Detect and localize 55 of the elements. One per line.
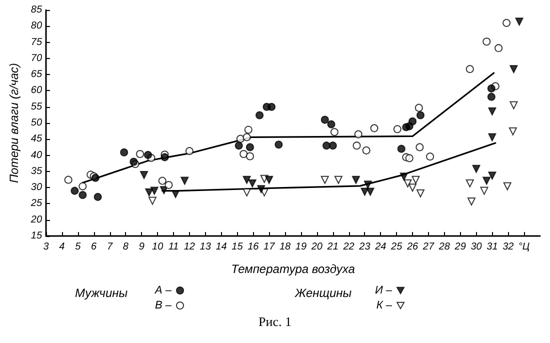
x-tick-label: 18: [279, 242, 292, 252]
x-tick-label: 31: [486, 242, 498, 252]
x-tick-label: 12: [184, 242, 196, 252]
y-tick-label: 70: [30, 52, 42, 64]
y-tick-label: 45: [30, 134, 42, 145]
text: Мужчины: [75, 286, 128, 300]
text: Женщины: [294, 286, 352, 300]
x-tick-label: 22: [342, 242, 355, 252]
x-tick-label: 16: [248, 242, 260, 252]
x-tick-label: 15: [232, 242, 244, 252]
legend-label: А –: [154, 284, 172, 296]
x-tick-label: 19: [295, 242, 307, 252]
y-tick-label: 50: [30, 118, 42, 128]
text: Рис. 1: [258, 314, 292, 329]
x-tick-label: 8: [122, 242, 129, 252]
x-tick-label: 26: [406, 242, 419, 252]
x-tick-label: 4: [59, 242, 66, 252]
x-tick-label: 25: [390, 242, 403, 252]
x-tick-label: 21: [326, 242, 338, 252]
y-tick-label: 60: [30, 85, 42, 96]
legend-label: В –: [154, 300, 172, 312]
x-tick-label: 11: [168, 242, 179, 252]
y-tick-label: 65: [30, 69, 42, 80]
y-tick-label: 40: [30, 150, 42, 161]
x-tick-label: °Ц: [518, 242, 530, 252]
x-tick-label: 23: [358, 242, 371, 252]
x-tick-label: 3: [43, 242, 50, 252]
x-tick-label: 7: [106, 242, 113, 252]
y-tick-label: 85: [30, 4, 42, 16]
x-tick-label: 10: [152, 242, 164, 252]
x-axis-title: Температура воздуха: [231, 262, 356, 276]
x-tick-label: 20: [310, 242, 323, 252]
x-tick-label: 24: [374, 242, 387, 252]
x-tick-label: 32: [502, 242, 514, 252]
x-tick-label: 17: [264, 242, 276, 252]
y-tick-label: 15: [30, 230, 42, 242]
x-tick-label: 13: [200, 242, 212, 252]
legend-label: К –: [376, 300, 393, 312]
x-tick-label: 5: [75, 242, 82, 252]
y-tick-label: 80: [30, 20, 42, 32]
x-tick-label: 9: [138, 242, 145, 252]
y-tick-label: 20: [30, 214, 42, 226]
legend-label: И –: [374, 284, 393, 296]
x-tick-label: 29: [454, 242, 466, 252]
y-tick-label: 25: [30, 198, 42, 210]
y-tick-label: 75: [30, 36, 42, 48]
y-tick-label: 30: [30, 182, 42, 194]
y-tick-label: 35: [30, 166, 42, 177]
x-tick-label: 6: [91, 242, 98, 252]
x-tick-label: 14: [216, 242, 228, 252]
x-tick-label: 30: [470, 242, 482, 252]
x-tick-label: 27: [422, 242, 434, 252]
y-axis-title: Потери влаги (г/час): [7, 62, 21, 184]
y-tick-label: 55: [30, 101, 42, 112]
x-tick-label: 28: [438, 242, 450, 252]
